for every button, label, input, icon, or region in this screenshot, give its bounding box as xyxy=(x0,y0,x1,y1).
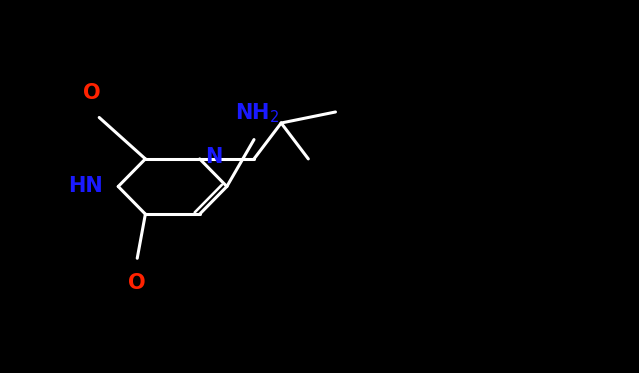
Text: O: O xyxy=(82,83,100,103)
Text: HN: HN xyxy=(68,176,103,197)
Text: O: O xyxy=(128,273,146,293)
Text: NH$_2$: NH$_2$ xyxy=(235,101,279,125)
Text: N: N xyxy=(204,147,222,167)
